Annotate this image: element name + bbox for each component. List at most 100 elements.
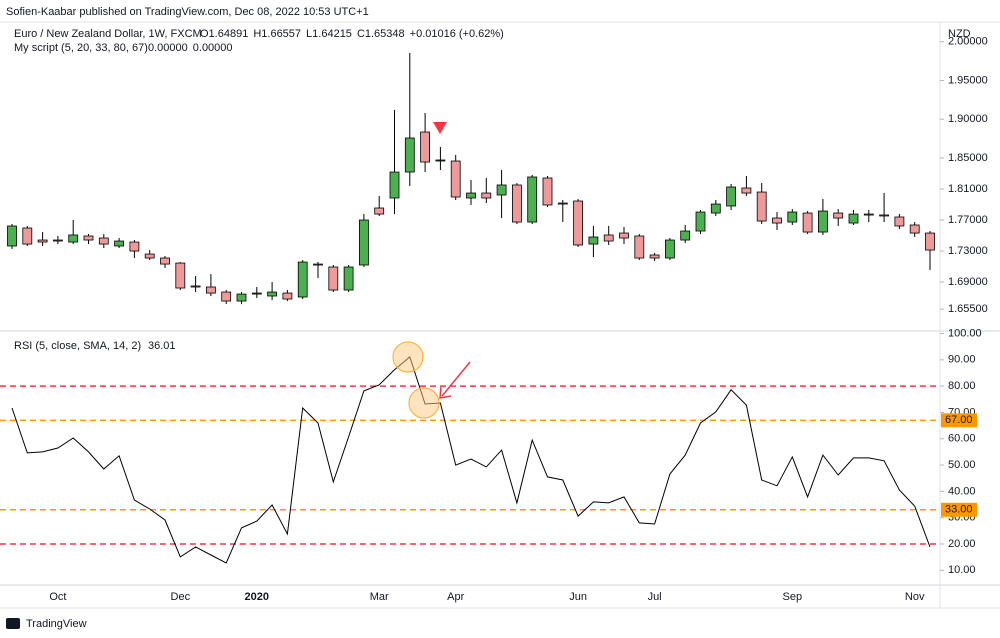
candle-body <box>557 202 568 205</box>
x-tick-label: Dec <box>171 591 191 603</box>
candle-body <box>175 262 186 289</box>
level-label: 33.00 <box>945 504 973 516</box>
ohlc-value: H1.66557 <box>253 28 301 40</box>
candle-body <box>512 184 522 223</box>
candle-body <box>481 192 492 199</box>
candle-body <box>22 227 33 245</box>
candle-body <box>251 292 262 295</box>
candle-body <box>114 240 124 247</box>
candle-body <box>37 239 48 243</box>
candle-body <box>879 214 889 217</box>
candle-body <box>83 235 94 241</box>
candle-body <box>236 293 247 302</box>
candle-body <box>726 186 736 207</box>
level-label: 67.00 <box>945 414 973 426</box>
rsi-title: RSI (5, close, SMA, 14, 2) <box>14 340 141 352</box>
y-tick-label: 60.00 <box>948 433 976 445</box>
candle-body <box>297 261 308 298</box>
candle-body <box>435 159 446 162</box>
candle-body <box>160 257 170 265</box>
candle-body <box>787 211 798 223</box>
y-tick-label: 1.69000 <box>948 276 988 288</box>
candle-body <box>190 285 201 288</box>
candle-body <box>573 200 583 246</box>
ohlc-value: +0.01016 (+0.62%) <box>410 28 504 40</box>
y-tick-label: 1.90000 <box>948 113 988 125</box>
x-tick-label: 2020 <box>245 591 269 603</box>
candle-body <box>756 191 767 222</box>
candle-body <box>649 254 660 259</box>
candle-body <box>741 187 752 194</box>
highlight-circle <box>392 341 424 373</box>
currency: NZD <box>948 28 971 40</box>
candle-body <box>404 137 415 173</box>
candle-body <box>328 266 339 291</box>
candle-body <box>863 213 874 216</box>
candle-body <box>802 212 813 233</box>
candle-body <box>450 160 461 198</box>
x-tick-label: Apr <box>447 591 464 603</box>
y-tick-label: 40.00 <box>948 485 976 497</box>
candle-body <box>665 239 675 259</box>
highlight-circle <box>408 387 440 419</box>
candle-body <box>848 213 859 224</box>
y-tick-label: 1.77000 <box>948 214 988 226</box>
candle-body <box>205 286 216 294</box>
rsi-last-value: 36.01 <box>148 340 176 352</box>
arrow-head <box>439 386 452 399</box>
y-tick-label: 20.00 <box>948 538 976 550</box>
script-value: 0.00000 <box>193 42 233 54</box>
candle-body <box>53 239 63 242</box>
candle-body <box>542 177 553 206</box>
candle-body <box>710 203 721 214</box>
x-tick-label: Nov <box>905 591 925 603</box>
y-tick-label: 1.85000 <box>948 152 988 164</box>
candle-body <box>925 232 935 251</box>
candle-body <box>68 234 79 243</box>
x-tick-label: Mar <box>370 591 389 603</box>
level-label-bg <box>941 502 977 517</box>
y-tick-label: 1.81000 <box>948 183 988 195</box>
y-tick-label: 100.00 <box>948 327 982 339</box>
candle-body <box>7 225 17 247</box>
candle-body <box>680 230 691 241</box>
logo <box>6 618 20 629</box>
arrow <box>441 361 471 397</box>
script-title: My script (5, 20, 33, 80, 67) <box>14 42 148 54</box>
candle-body <box>772 217 782 224</box>
ohlc-value: L1.64215 <box>306 28 352 40</box>
y-tick-label: 1.73000 <box>948 245 988 257</box>
candle-body <box>588 236 599 245</box>
x-tick-label: Oct <box>49 591 66 603</box>
candle-body <box>221 291 232 302</box>
candle-body <box>420 131 431 163</box>
candle-body <box>358 219 369 266</box>
x-tick-label: Sep <box>783 591 803 603</box>
footer: TradingView <box>6 618 87 630</box>
y-tick-label: 1.95000 <box>948 74 988 86</box>
y-tick-label: 50.00 <box>948 459 976 471</box>
candle-body <box>98 237 109 245</box>
sell-signal <box>433 122 447 134</box>
y-tick-label: 1.65500 <box>948 303 988 315</box>
y-tick-label: 80.00 <box>948 380 976 392</box>
y-tick-label: 2.00000 <box>948 36 988 48</box>
candle-body <box>389 171 400 199</box>
publisher: Sofien-Kaabar published on TradingView.c… <box>6 6 369 18</box>
candle-body <box>818 210 828 233</box>
script-value: 0.00000 <box>148 42 188 54</box>
level-label-bg <box>941 413 977 428</box>
y-tick-label: 90.00 <box>948 354 976 366</box>
candle-body <box>496 184 507 196</box>
candle-body <box>466 192 476 199</box>
candle-body <box>619 232 629 239</box>
candle-body <box>833 212 844 219</box>
candle-body <box>129 241 140 252</box>
rsi-line <box>11 356 931 564</box>
x-tick-label: Jul <box>648 591 662 603</box>
candle-body <box>267 291 278 297</box>
candle-body <box>313 263 323 266</box>
candle-body <box>603 234 614 242</box>
